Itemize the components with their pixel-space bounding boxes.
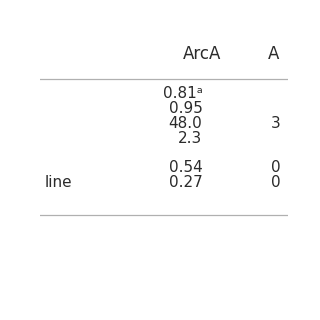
Text: A: A <box>268 45 280 63</box>
Text: 0.95: 0.95 <box>169 101 203 116</box>
Text: 3: 3 <box>271 116 280 131</box>
Text: 0.81ᵃ: 0.81ᵃ <box>163 86 203 101</box>
Text: 0.27: 0.27 <box>169 175 203 190</box>
Text: 48.0: 48.0 <box>169 116 203 131</box>
Text: 2.3: 2.3 <box>178 131 203 146</box>
Text: 0: 0 <box>271 160 280 175</box>
Text: 0.54: 0.54 <box>169 160 203 175</box>
Text: line: line <box>45 175 73 190</box>
Text: ArcA: ArcA <box>183 45 222 63</box>
Text: 0: 0 <box>271 175 280 190</box>
